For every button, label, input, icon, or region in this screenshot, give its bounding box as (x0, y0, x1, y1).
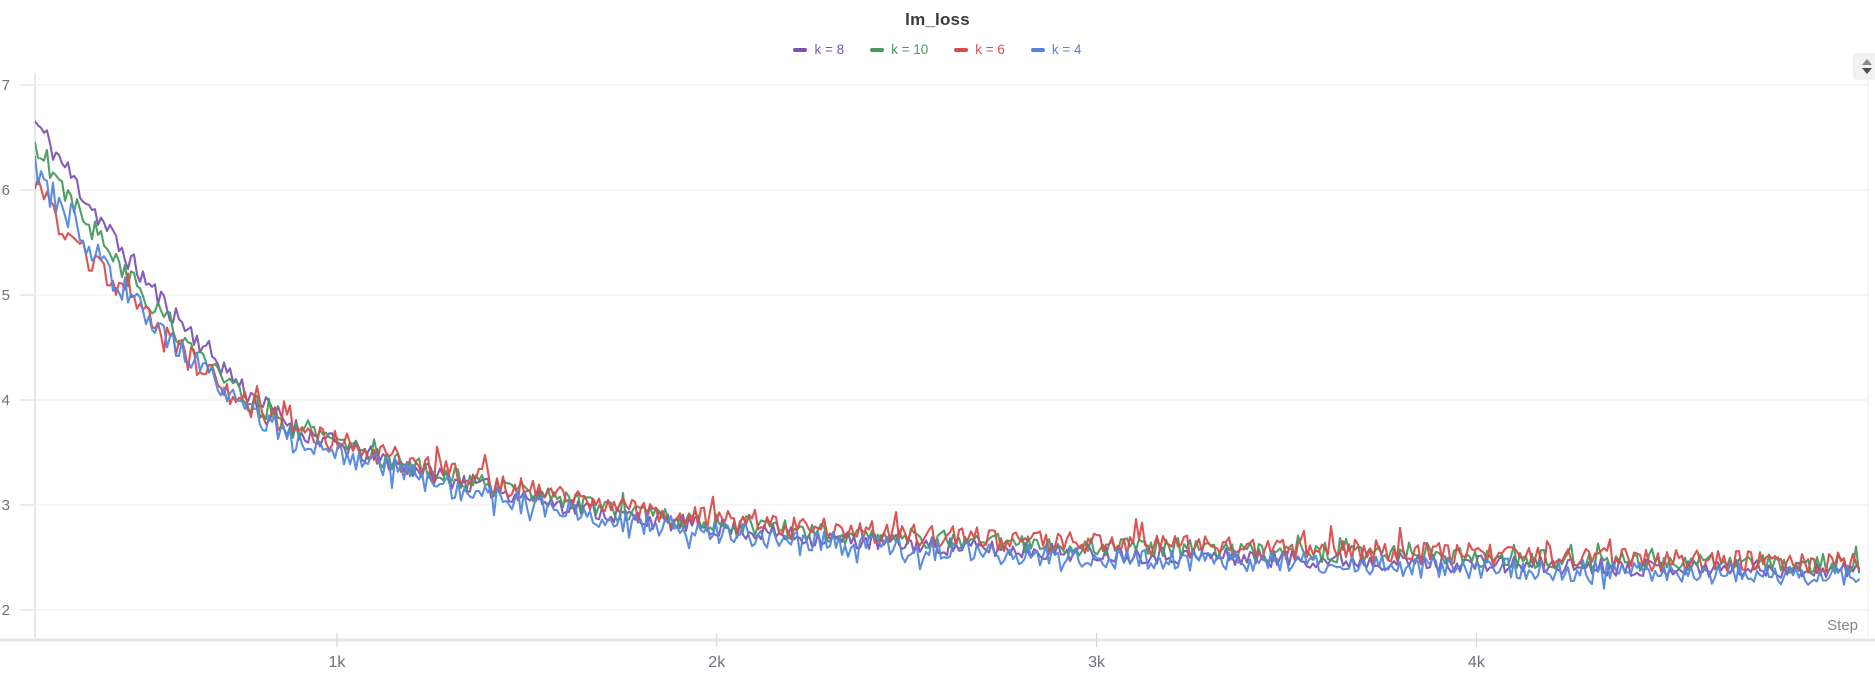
legend-label: k = 4 (1051, 42, 1082, 58)
legend-label: k = 6 (975, 42, 1005, 58)
legend-swatch (793, 48, 808, 52)
legend-label: k = 10 (891, 42, 929, 58)
y-tick-label: 6 (2, 182, 10, 199)
legend: k = 8 k = 10 k = 6 k = 4 (0, 40, 1875, 60)
legend-swatch (954, 48, 969, 52)
legend-item-k4[interactable]: k = 4 (1030, 42, 1082, 58)
series-line-k4[interactable] (35, 155, 1861, 590)
up-arrow-icon (1861, 59, 1872, 65)
panel-stepper-button[interactable] (1853, 53, 1875, 80)
y-tick-label: 3 (2, 497, 10, 514)
y-tick-label: 7 (2, 77, 10, 94)
legend-label: k = 8 (814, 42, 845, 58)
y-tick-label: 2 (2, 602, 10, 619)
y-tick-label: 5 (2, 287, 10, 304)
down-arrow-icon (1861, 68, 1872, 74)
x-tick-label: 3k (1088, 654, 1106, 671)
series-line-k8[interactable] (35, 120, 1861, 579)
legend-swatch (1030, 48, 1045, 52)
x-axis-title: Step (1827, 617, 1858, 634)
series-line-k6[interactable] (35, 177, 1861, 575)
legend-item-k10[interactable]: k = 10 (870, 43, 928, 57)
chart-title: lm_loss (905, 10, 970, 29)
legend-item-k6[interactable]: k = 6 (954, 43, 1005, 57)
x-tick-label: 1k (328, 654, 346, 671)
series-line-k10[interactable] (35, 141, 1861, 575)
y-tick-label: 4 (2, 392, 10, 409)
legend-swatch (870, 48, 885, 52)
legend-item-k8[interactable]: k = 8 (793, 43, 844, 57)
x-tick-label: 4k (1468, 654, 1486, 671)
x-tick-label: 2k (708, 654, 726, 671)
